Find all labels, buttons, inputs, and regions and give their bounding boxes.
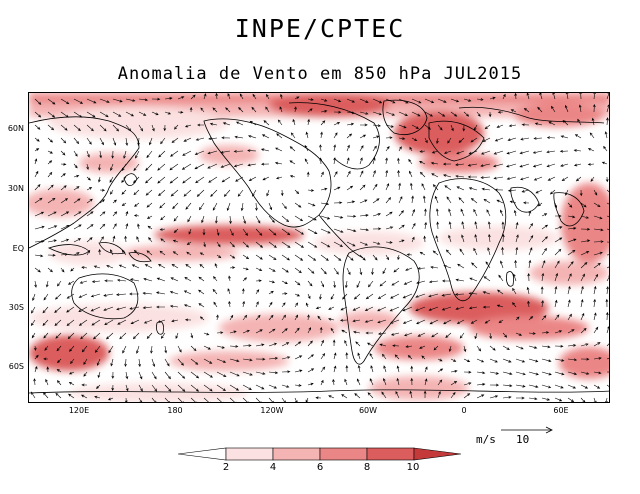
lon-label-120e: 120E [68,406,90,415]
shaded-anomaly-field [29,93,609,402]
colorbar-segment-4 [366,447,415,461]
lat-label-30s: 30S [8,303,24,312]
colorbar-label-2: 2 [222,462,230,473]
wind-anomaly-map [28,92,610,403]
colorbar [178,447,462,461]
map-canvas [29,93,609,402]
colorbar-label-6: 6 [316,462,324,473]
reference-vector-arrow [501,426,553,434]
colorbar-segment-3 [319,447,368,461]
lon-label-0: 0 [461,406,467,415]
figure-title: INPE/CPTEC [234,14,406,43]
reference-vector-value: 10 [516,433,530,446]
coastlines [29,99,609,394]
lat-label-60n: 60N [7,124,24,133]
colorbar-segment-5 [413,447,462,461]
lon-label-60e: 60E [553,406,569,415]
wind-vector-arrows [30,93,609,402]
wind-vector-field [30,93,609,402]
lat-label-eq: EQ [12,244,24,253]
figure-subtitle: Anomalia de Vento em 850 hPa JUL2015 [117,64,523,84]
lat-label-60s: 60S [8,362,24,371]
colorbar-segment-2 [272,447,321,461]
colorbar-label-10: 10 [406,462,420,473]
lat-label-30n: 30N [7,184,24,193]
reference-vector-unit: m/s [476,433,496,446]
lon-label-60w: 60W [358,406,378,415]
lon-label-120w: 120W [260,406,284,415]
colorbar-segment-1 [225,447,274,461]
colorbar-label-4: 4 [269,462,277,473]
colorbar-label-8: 8 [363,462,371,473]
colorbar-segment-0 [178,447,227,461]
lon-label-180: 180 [167,406,183,415]
